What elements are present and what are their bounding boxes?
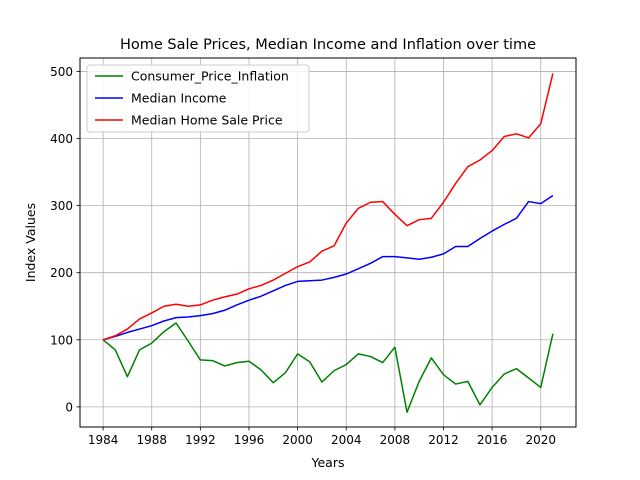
series-lines xyxy=(102,73,554,413)
y-tick-label: 100 xyxy=(50,333,73,347)
x-tick-label: 1992 xyxy=(185,433,216,447)
series-line-0 xyxy=(102,322,554,413)
x-tick-label: 2016 xyxy=(477,433,508,447)
legend-label: Median Income xyxy=(131,91,227,106)
x-tick-label: 2008 xyxy=(380,433,411,447)
chart-title: Home Sale Prices, Median Income and Infl… xyxy=(120,37,536,53)
y-tick-label: 300 xyxy=(50,199,73,213)
legend: Consumer_Price_Inflation Median Income Med… xyxy=(86,64,310,133)
x-tick-label: 2020 xyxy=(525,433,556,447)
series-line-1 xyxy=(102,194,554,341)
x-tick-label: 2012 xyxy=(428,433,459,447)
legend-box xyxy=(86,64,310,133)
x-tick-label: 1988 xyxy=(136,433,167,447)
x-tick-label: 1984 xyxy=(88,433,119,447)
legend-label: Median Home Sale Price xyxy=(131,113,283,128)
series-line-2 xyxy=(102,73,554,341)
plot-frame xyxy=(79,57,577,428)
x-tick-label: 1996 xyxy=(234,433,265,447)
y-axis-label: Index Values xyxy=(23,203,38,282)
x-axis-label: Years xyxy=(311,455,345,470)
y-tick-label: 200 xyxy=(50,266,73,280)
y-tick-label: 0 xyxy=(65,400,73,414)
y-tick-label: 500 xyxy=(50,65,73,79)
y-tick-label: 400 xyxy=(50,132,73,146)
legend-label: Consumer_Price_Inflation xyxy=(131,69,289,84)
axes: 1984 1988 1992 1996 2000 2004 2008 2012 2016 2020… xyxy=(50,65,556,447)
x-tick-label: 2004 xyxy=(331,433,362,447)
x-tick-label: 2000 xyxy=(282,433,313,447)
